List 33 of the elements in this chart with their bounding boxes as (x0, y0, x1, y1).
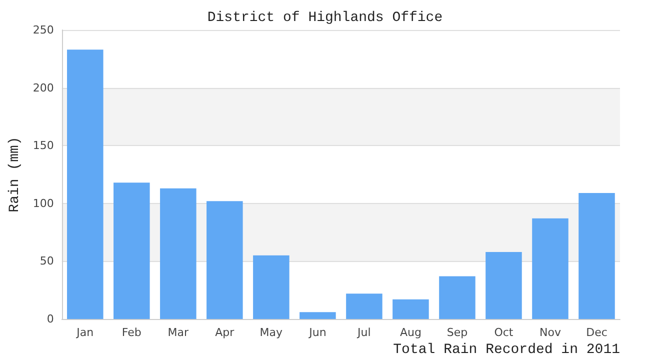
chart-title: District of Highlands Office (207, 10, 443, 26)
x-tick-label: Sep (446, 326, 468, 339)
y-tick-label: 250 (32, 24, 54, 36)
bar (160, 188, 196, 319)
x-tick-label: Feb (122, 326, 142, 339)
bar (346, 294, 382, 319)
x-tick-label: Nov (540, 326, 562, 339)
y-tick-label: 50 (40, 254, 54, 268)
bar (578, 192, 615, 319)
x-axis-title: Total Rain Recorded in 2011 (393, 342, 620, 358)
bar (392, 299, 429, 319)
x-tick-label: Jun (308, 326, 326, 339)
x-tick-label: Jan (76, 326, 94, 339)
bar (439, 276, 476, 319)
x-tick-label: Oct (494, 326, 514, 339)
x-tick-label: Aug (400, 326, 422, 339)
x-tick-label: Jul (356, 326, 371, 339)
bar (114, 182, 150, 319)
bar (206, 201, 243, 319)
y-tick-label: 200 (32, 81, 54, 94)
y-tick-label: 0 (46, 312, 54, 326)
x-tick-label: May (260, 326, 284, 339)
bar (67, 50, 104, 319)
x-tick-label: Dec (586, 326, 608, 339)
bar (300, 312, 336, 319)
bar (532, 218, 568, 319)
bar (253, 255, 290, 319)
y-tick-label: 150 (32, 139, 54, 152)
y-tick-label: 100 (32, 196, 54, 210)
x-tick-label: Apr (215, 326, 235, 339)
bar (486, 252, 522, 319)
x-tick-label: Mar (168, 326, 190, 339)
y-axis-title: Rain (mm) (7, 136, 23, 212)
